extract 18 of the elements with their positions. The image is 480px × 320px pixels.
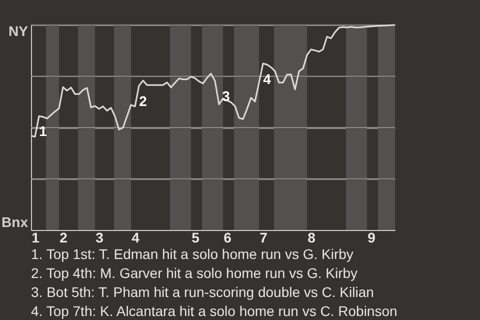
x-tick-label: 6 (224, 230, 232, 246)
text: 2. Top 4th: M. Garver hit a solo home run vs G. Kirby (31, 265, 358, 281)
annotation: 2 (139, 93, 148, 109)
x-tick-label: 9 (368, 230, 376, 246)
text: NY (8, 23, 29, 39)
x-tick-label: 7 (260, 230, 268, 246)
x-tick-label: 5 (192, 230, 200, 246)
x-tick-label: 8 (308, 230, 316, 246)
x-tick-label: 2 (60, 230, 68, 246)
x-tick-label: 3 (96, 230, 104, 246)
text: 1. Top 1st: T. Edman hit a solo home run vs G. Kirby (31, 246, 354, 262)
annotation: 1 (39, 123, 48, 139)
x-tick-label: 4 (132, 230, 140, 246)
x-tick-label: 1 (32, 230, 40, 246)
annotation: 4 (263, 71, 272, 87)
text: Bnx (2, 214, 28, 230)
text: 4. Top 7th: K. Alcantara hit a solo home run vs C. Robinson (31, 303, 398, 319)
text: 3. Bot 5th: T. Pham hit a run-scoring double vs C. Kilian (31, 284, 374, 300)
